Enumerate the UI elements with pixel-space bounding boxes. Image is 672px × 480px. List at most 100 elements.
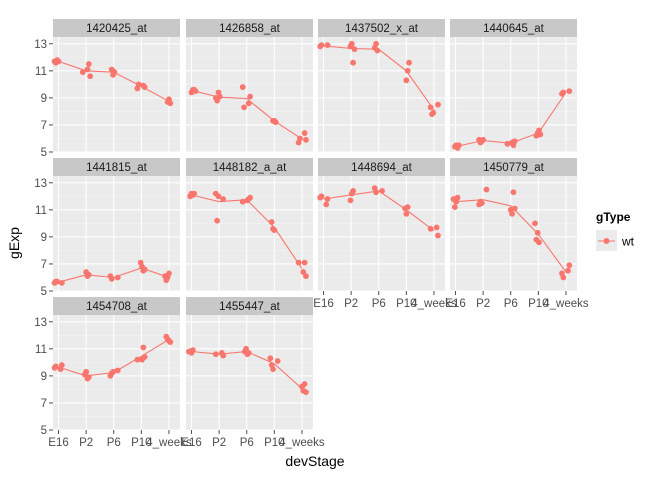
data-point: [430, 109, 437, 116]
data-point: [135, 81, 142, 88]
facet-panel-1420425_at: 1420425_at: [51, 19, 180, 153]
data-point: [111, 69, 118, 76]
data-point: [114, 274, 121, 281]
panel-background: [53, 37, 180, 152]
y-tick-label: 13: [34, 178, 47, 190]
data-point: [189, 347, 196, 354]
data-point: [79, 69, 86, 76]
facet-strip-label: 1448694_at: [351, 162, 413, 174]
data-point: [404, 204, 411, 211]
data-point: [297, 135, 303, 142]
facet-panel-1455447_at: 1455447_at: [185, 297, 313, 431]
data-point: [215, 193, 222, 200]
data-point: [565, 267, 571, 274]
data-point: [301, 130, 308, 136]
data-point: [509, 210, 515, 217]
data-point: [511, 205, 518, 212]
data-point: [433, 224, 440, 231]
x-tick-label: P10: [528, 298, 548, 310]
data-point: [274, 358, 281, 364]
data-point: [348, 40, 355, 47]
data-point: [379, 187, 385, 194]
data-point: [85, 374, 92, 381]
data-point: [220, 352, 227, 359]
data-point: [323, 201, 330, 208]
data-point: [403, 77, 410, 84]
y-tick-label: 9: [41, 371, 47, 383]
y-tick-label: 11: [35, 344, 47, 356]
data-point: [301, 259, 308, 266]
data-point: [212, 351, 219, 358]
data-point: [566, 262, 573, 269]
data-point: [324, 196, 331, 202]
data-point: [303, 389, 309, 396]
data-point: [85, 271, 92, 278]
data-point: [374, 47, 381, 54]
data-point: [303, 273, 309, 280]
x-tick-label: E16: [48, 437, 68, 449]
panels-layer: 1420425_at 1426858_at 1437502_x_at 1440645_…: [51, 19, 577, 431]
x-tick-label: 4_weeks: [411, 298, 457, 310]
data-point: [560, 89, 567, 96]
data-point: [403, 210, 410, 217]
facet-panel-1437502_x_at: 1437502_x_at: [317, 19, 445, 153]
facet-strip-label: 1455447_at: [219, 301, 281, 313]
data-point: [191, 190, 198, 197]
x-tick-label: P2: [344, 298, 358, 310]
facet-strip: [450, 19, 577, 37]
y-tick-label: 13: [34, 39, 47, 51]
facet-strip-label: 1420425_at: [86, 23, 148, 35]
series-line-wt: [191, 89, 303, 140]
data-point: [134, 356, 141, 363]
x-tick-label: P2: [212, 437, 226, 449]
y-tick-label: 9: [41, 232, 47, 244]
legend: gType wt: [596, 210, 635, 251]
facet-panel-1450779_at: 1450779_at: [450, 158, 577, 292]
panel-background: [450, 176, 577, 291]
data-point: [271, 227, 278, 234]
data-point: [214, 217, 221, 224]
data-point: [110, 368, 116, 375]
data-point: [566, 88, 573, 95]
panel-background: [318, 37, 445, 152]
data-point: [455, 142, 462, 149]
series-line-wt: [323, 190, 435, 232]
x-tick-label: E16: [181, 437, 201, 449]
x-tick-label: P10: [131, 437, 151, 449]
y-tick-label: 5: [41, 147, 47, 159]
data-point: [140, 344, 147, 351]
data-point: [267, 355, 274, 362]
data-point: [511, 138, 518, 145]
data-point: [510, 189, 517, 196]
facet-panel-1440645_at: 1440645_at: [450, 19, 577, 153]
data-point: [58, 279, 65, 286]
data-point: [84, 66, 91, 73]
data-point: [373, 40, 379, 47]
y-tick-label: 5: [41, 286, 47, 298]
data-point: [454, 194, 461, 201]
data-point: [192, 88, 199, 95]
data-point: [435, 101, 441, 108]
data-point: [480, 136, 487, 143]
facet-strip-label: 1437502_x_at: [345, 23, 419, 35]
data-point: [303, 136, 309, 143]
x-axis-title: devStage: [285, 453, 344, 469]
x-tick-label: 4_weeks: [543, 298, 589, 310]
facet-panel-1454708_at: 1454708_at: [51, 297, 180, 431]
y-tick-label: 11: [35, 205, 47, 217]
data-point: [301, 381, 308, 387]
data-point: [427, 104, 434, 111]
x-tick-label: P2: [79, 437, 93, 449]
data-point: [451, 204, 458, 211]
facet-strip: [186, 158, 313, 176]
data-point: [114, 367, 121, 374]
data-point: [404, 67, 411, 74]
facet-strip: [53, 19, 180, 37]
data-point: [350, 59, 357, 66]
facet-strip: [318, 19, 445, 37]
data-point: [247, 93, 253, 100]
facet-panel-1448182_a_at: 1448182_a_at: [186, 158, 313, 292]
y-tick-label: 7: [41, 259, 47, 271]
x-tick-label: E16: [445, 298, 465, 310]
